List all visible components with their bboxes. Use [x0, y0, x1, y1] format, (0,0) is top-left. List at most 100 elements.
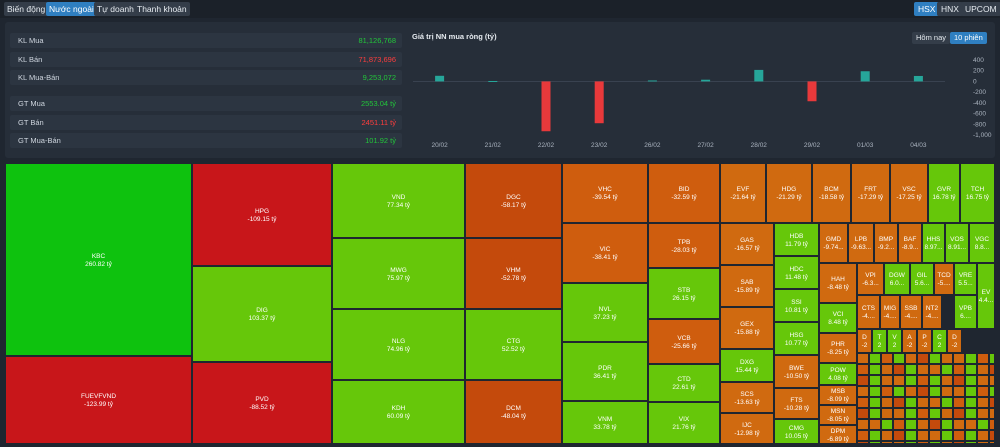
treemap-cell-msb[interactable]: MSB -8.09 tỷ	[819, 385, 857, 405]
treemap-small-cell[interactable]	[941, 353, 953, 364]
treemap-cell-vhm[interactable]: VHM -52.78 tỷ	[465, 238, 562, 309]
treemap-small-cell[interactable]	[989, 419, 995, 430]
treemap-cell-a[interactable]: A -2	[902, 329, 917, 353]
treemap-small-cell[interactable]	[917, 430, 929, 441]
treemap-small-cell[interactable]	[881, 364, 893, 375]
treemap-cell-vnd[interactable]: VND 77.34 tỷ	[332, 163, 465, 238]
treemap-cell-gex[interactable]: GEX -15.88 tỷ	[720, 307, 774, 349]
treemap-small-cell[interactable]	[989, 386, 995, 397]
treemap-small-cell[interactable]	[977, 397, 989, 408]
treemap-small-cell[interactable]	[929, 375, 941, 386]
exchange-hnx-button[interactable]: HNX	[937, 2, 963, 16]
treemap-small-cell[interactable]	[965, 375, 977, 386]
treemap-small-cell[interactable]	[881, 375, 893, 386]
treemap-cell-fts[interactable]: FTS -10.28 tỷ	[774, 388, 819, 419]
treemap-cell-vix[interactable]: VIX 21.76 tỷ	[648, 402, 720, 444]
treemap-small-cell[interactable]	[965, 419, 977, 430]
treemap-small-cell[interactable]	[953, 430, 965, 441]
treemap-cell-nvl[interactable]: NVL 37.23 tỷ	[562, 283, 648, 342]
treemap-cell-kbc[interactable]: KBC 260.82 tỷ	[5, 163, 192, 356]
treemap-small-cell[interactable]	[977, 430, 989, 441]
treemap-cell-dgw[interactable]: DGW 6.0...	[884, 263, 910, 295]
treemap-small-cell[interactable]	[917, 386, 929, 397]
treemap-cell-hsg[interactable]: HSG 10.77 tỷ	[774, 322, 819, 355]
tab-thanh-khoan[interactable]: Thanh khoản	[134, 2, 190, 16]
treemap-small-cell[interactable]	[917, 375, 929, 386]
bar-23/02[interactable]	[594, 81, 604, 124]
treemap-small-cell[interactable]	[857, 375, 869, 386]
treemap-cell-tch[interactable]: TCH 16.75 tỷ	[960, 163, 995, 223]
treemap-small-cell[interactable]	[881, 430, 893, 441]
treemap-cell-gvr[interactable]: GVR 16.78 tỷ	[928, 163, 960, 223]
treemap-small-cell[interactable]	[965, 430, 977, 441]
treemap-small-cell[interactable]	[965, 441, 977, 444]
treemap-small-cell[interactable]	[953, 441, 965, 444]
treemap-cell-hdg[interactable]: HDG -21.29 tỷ	[766, 163, 812, 223]
treemap-cell-vgc[interactable]: VGC 8.8...	[969, 223, 995, 263]
treemap-small-cell[interactable]	[917, 353, 929, 364]
treemap-cell-scs[interactable]: SCS -13.63 tỷ	[720, 382, 774, 413]
treemap-cell-nlg[interactable]: NLG 74.96 tỷ	[332, 309, 465, 380]
treemap-small-cell[interactable]	[929, 419, 941, 430]
treemap-small-cell[interactable]	[869, 397, 881, 408]
treemap-small-cell[interactable]	[929, 430, 941, 441]
treemap-small-cell[interactable]	[929, 408, 941, 419]
treemap-small-cell[interactable]	[941, 430, 953, 441]
treemap-small-cell[interactable]	[881, 397, 893, 408]
treemap-small-cell[interactable]	[893, 364, 905, 375]
treemap-cell-vic[interactable]: VIC -38.41 tỷ	[562, 223, 648, 283]
treemap-cell-bwe[interactable]: BWE -10.50 tỷ	[774, 355, 819, 388]
treemap-small-cell[interactable]	[977, 375, 989, 386]
bar-27/02[interactable]	[701, 79, 711, 82]
treemap-cell-pvd[interactable]: PVD -88.52 tỷ	[192, 362, 332, 444]
treemap-cell-vpb[interactable]: VPB 6....	[954, 295, 977, 329]
treemap-small-cell[interactable]	[965, 386, 977, 397]
exchange-hsx-button[interactable]: HSX	[914, 2, 940, 16]
treemap-cell-dig[interactable]: DIG 103.37 tỷ	[192, 266, 332, 362]
bar-29/02[interactable]	[807, 81, 817, 102]
treemap-small-cell[interactable]	[893, 353, 905, 364]
treemap-small-cell[interactable]	[941, 441, 953, 444]
treemap-cell-vos[interactable]: VOS 8.91...	[945, 223, 969, 263]
treemap-small-cell[interactable]	[905, 353, 917, 364]
treemap-small-cell[interactable]	[857, 386, 869, 397]
treemap-cell-vre[interactable]: VRE 5.5...	[954, 263, 977, 295]
treemap-cell-ijc[interactable]: IJC -12.98 tỷ	[720, 413, 774, 444]
treemap-small-cell[interactable]	[953, 408, 965, 419]
treemap-small-cell[interactable]	[857, 441, 869, 444]
tab-bien-dong[interactable]: Biến động	[4, 2, 49, 16]
treemap-small-cell[interactable]	[953, 419, 965, 430]
treemap-cell-phr[interactable]: PHR -8.25 tỷ	[819, 333, 857, 363]
treemap-cell-bmp[interactable]: BMP -9.2...	[874, 223, 898, 263]
treemap-small-cell[interactable]	[905, 408, 917, 419]
treemap-cell-dgc[interactable]: DGC -58.17 tỷ	[465, 163, 562, 238]
treemap-cell-hpg[interactable]: HPG -109.15 tỷ	[192, 163, 332, 266]
treemap-small-cell[interactable]	[857, 353, 869, 364]
treemap-small-cell[interactable]	[929, 397, 941, 408]
treemap-cell-cmg[interactable]: CMG 10.05 tỷ	[774, 419, 819, 444]
treemap-small-cell[interactable]	[989, 353, 995, 364]
treemap-small-cell[interactable]	[905, 375, 917, 386]
treemap-small-cell[interactable]	[893, 441, 905, 444]
treemap-cell-dcm[interactable]: DCM -48.04 tỷ	[465, 380, 562, 444]
treemap-small-cell[interactable]	[857, 397, 869, 408]
bar-26/02[interactable]	[647, 80, 657, 82]
treemap-small-cell[interactable]	[953, 386, 965, 397]
tab-nuoc-ngoai[interactable]: Nước ngoài	[46, 2, 97, 16]
treemap-cell-d[interactable]: D -2	[947, 329, 962, 353]
treemap-small-cell[interactable]	[917, 408, 929, 419]
treemap-cell-ctd[interactable]: CTD 22.61 tỷ	[648, 364, 720, 402]
treemap-small-cell[interactable]	[893, 419, 905, 430]
treemap-small-cell[interactable]	[941, 408, 953, 419]
treemap-small-cell[interactable]	[977, 419, 989, 430]
treemap-small-cell[interactable]	[953, 353, 965, 364]
treemap-cell-vpi[interactable]: VPI -6.3...	[857, 263, 884, 295]
treemap-small-cell[interactable]	[929, 441, 941, 444]
treemap-cell-nt2[interactable]: NT2 -4....	[922, 295, 942, 329]
treemap-small-cell[interactable]	[977, 364, 989, 375]
treemap-small-cell[interactable]	[893, 408, 905, 419]
treemap-cell-sab[interactable]: SAB -15.89 tỷ	[720, 265, 774, 307]
treemap-small-cell[interactable]	[953, 364, 965, 375]
treemap-small-cell[interactable]	[857, 430, 869, 441]
